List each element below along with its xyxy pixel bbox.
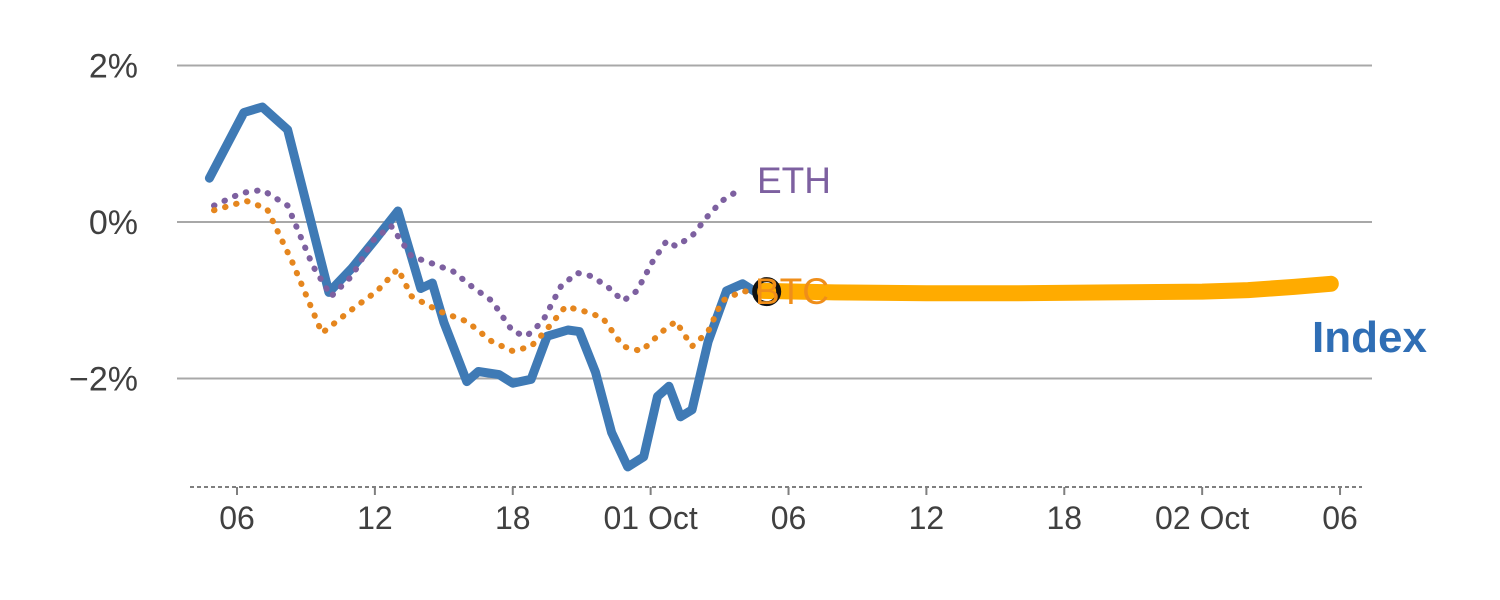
svg-text:06: 06	[219, 500, 255, 536]
svg-text:2%: 2%	[89, 48, 138, 86]
svg-text:18: 18	[495, 500, 531, 536]
svg-text:12: 12	[909, 500, 945, 536]
btc-series-label: BTC	[755, 271, 829, 312]
svg-text:01 Oct: 01 Oct	[604, 500, 698, 536]
svg-text:02 Oct: 02 Oct	[1155, 500, 1249, 536]
eth-series-label: ETH	[757, 160, 831, 201]
svg-text:18: 18	[1046, 500, 1082, 536]
svg-text:0%: 0%	[89, 204, 138, 242]
svg-text:06: 06	[1322, 500, 1358, 536]
svg-text:12: 12	[357, 500, 393, 536]
svg-text:06: 06	[771, 500, 807, 536]
svg-text:−2%: −2%	[69, 361, 138, 399]
index-series-label: Index	[1312, 313, 1427, 362]
